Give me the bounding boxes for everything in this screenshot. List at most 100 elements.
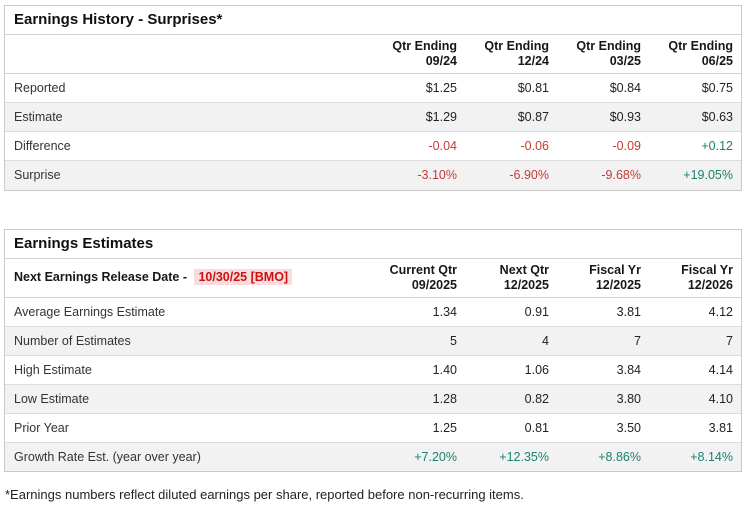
cell-value: +12.35% [499,449,549,464]
row-label: Difference [5,131,373,161]
cell-value: -6.90% [509,168,549,183]
cell-value: -0.09 [612,139,642,153]
cell-value: 4.12 [708,304,733,319]
next-earnings-release: Next Earnings Release Date - 10/30/25 [B… [5,258,373,298]
cell: +7.20% [373,442,465,471]
cell-value: $0.84 [609,81,641,95]
cell-value: -9.68% [601,168,641,183]
column-header-line1: Fiscal Yr [681,262,733,277]
cell-value: -0.06 [520,139,550,153]
cell: 1.34 [373,297,465,327]
column-header-line1: Qtr Ending [576,39,641,53]
row-label: Prior Year [5,413,373,443]
cell: 7 [649,326,741,356]
cell-value: 3.80 [616,391,641,406]
cell-value: +8.86% [598,449,641,464]
cell: $1.25 [373,73,465,103]
earnings-history-title: Earnings History - Surprises* [5,6,741,35]
cell: 3.81 [649,413,741,443]
earnings-estimates-title: Earnings Estimates [5,230,741,259]
cell-value: +0.12 [701,139,733,153]
cell-value: 0.91 [524,304,549,319]
cell: -3.10% [373,161,465,190]
cell: 4.14 [649,355,741,385]
cell: $0.84 [557,73,649,103]
row-label: Low Estimate [5,384,373,414]
header-spacer [5,35,373,74]
cell-value: $1.25 [425,81,457,95]
column-header-line2: 12/2025 [503,277,549,292]
earnings-estimates-header-row: Next Earnings Release Date - 10/30/25 [B… [5,258,741,298]
cell: 3.80 [557,384,649,414]
cell: 5 [373,326,465,356]
earnings-estimates-section: Earnings Estimates Next Earnings Release… [4,228,742,472]
cell: 1.06 [465,355,557,385]
cell: 0.91 [465,297,557,327]
table-row-reported: Reported $1.25 $0.81 $0.84 $0.75 [5,73,741,103]
cell-value: -3.10% [417,168,457,183]
cell-value: $0.63 [701,110,733,124]
release-date-value: 10/30/25 [BMO] [194,269,293,285]
cell: -9.68% [557,161,649,190]
column-header-line1: Qtr Ending [484,39,549,53]
cell: 1.28 [373,384,465,414]
cell: 1.25 [373,413,465,443]
cell-value: 3.81 [708,420,733,435]
column-header-qtr-0325: Qtr Ending 03/25 [557,35,649,74]
cell-value: 3.50 [616,420,641,435]
table-row-low-estimate: Low Estimate 1.28 0.82 3.80 4.10 [5,384,741,414]
column-header-fiscal-yr-2025: Fiscal Yr 12/2025 [557,258,649,298]
cell: $0.63 [649,102,741,132]
cell-value: -0.04 [428,139,458,153]
cell: -0.04 [373,131,465,161]
cell-value: 7 [634,333,641,348]
cell-value: 4.14 [708,362,733,377]
table-row-high-estimate: High Estimate 1.40 1.06 3.84 4.14 [5,355,741,385]
table-row-surprise: Surprise -3.10% -6.90% -9.68% +19.05% [5,160,741,190]
row-label: Reported [5,73,373,103]
cell-value: 7 [726,333,733,348]
cell-value: +19.05% [683,168,733,183]
cell: 0.82 [465,384,557,414]
cell: 3.84 [557,355,649,385]
column-header-line2: 12/2025 [595,277,641,292]
release-date-label: Next Earnings Release Date - [14,270,191,284]
column-header-line1: Qtr Ending [668,39,733,53]
cell-value: $0.81 [517,81,549,95]
row-label: Surprise [14,168,61,183]
row-label: Average Earnings Estimate [5,297,373,327]
cell-value: +8.14% [690,449,733,464]
column-header-line2: 09/2025 [411,277,457,292]
cell: +19.05% [649,161,741,190]
cell: $0.93 [557,102,649,132]
cell: +0.12 [649,131,741,161]
column-header-line2: 03/25 [609,54,641,68]
cell-value: 1.34 [432,304,457,319]
cell-value: $0.75 [701,81,733,95]
cell: 1.40 [373,355,465,385]
column-header-qtr-0625: Qtr Ending 06/25 [649,35,741,74]
cell-value: 1.28 [432,391,457,406]
cell: -0.09 [557,131,649,161]
cell: +8.86% [557,442,649,471]
column-header-qtr-1224: Qtr Ending 12/24 [465,35,557,74]
cell: $0.75 [649,73,741,103]
cell: 4.12 [649,297,741,327]
cell: +8.14% [649,442,741,471]
column-header-line2: 12/2026 [687,277,733,292]
cell: 3.81 [557,297,649,327]
cell-value: 1.40 [432,362,457,377]
cell: +12.35% [465,442,557,471]
column-header-line1: Qtr Ending [392,39,457,53]
row-label: Estimate [5,102,373,132]
table-row-estimate: Estimate $1.29 $0.87 $0.93 $0.63 [5,102,741,132]
cell: 3.50 [557,413,649,443]
cell: 4 [465,326,557,356]
column-header-fiscal-yr-2026: Fiscal Yr 12/2026 [649,258,741,298]
cell-value: 5 [450,333,457,348]
cell: $0.81 [465,73,557,103]
cell-value: 4 [542,333,549,348]
cell-value: 0.81 [524,420,549,435]
row-label: High Estimate [5,355,373,385]
column-header-line2: 12/24 [517,54,549,68]
